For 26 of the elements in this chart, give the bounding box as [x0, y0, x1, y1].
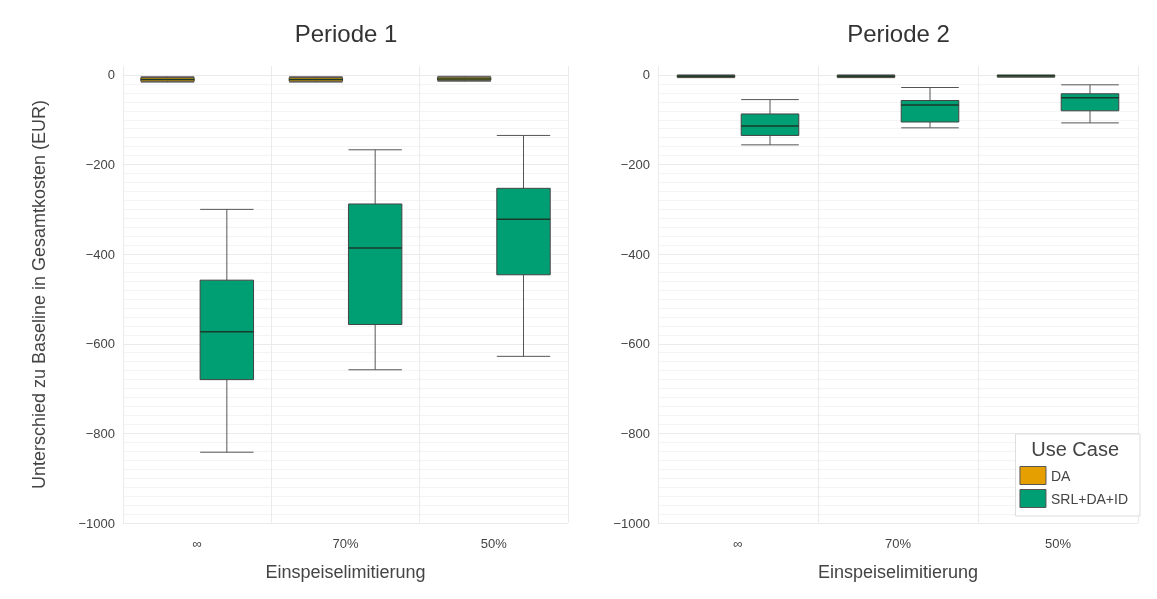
x-tick-label: 50%	[480, 536, 508, 551]
y-tick-label: −200	[620, 157, 650, 173]
y-tick-label: −800	[85, 425, 115, 441]
legend-label: SRL+DA+ID	[1050, 490, 1129, 507]
legend-title: Use Case	[1031, 438, 1119, 460]
y-tick-label: −600	[620, 336, 650, 352]
y-tick-label: −1000	[78, 515, 115, 531]
x-tick-label: 50%	[1044, 536, 1072, 551]
y-tick-label: −400	[85, 246, 115, 262]
x-tick-label: ∞	[733, 536, 743, 551]
chart-title: Periode 1	[294, 19, 398, 47]
y-tick-label: −1000	[613, 515, 650, 531]
legend-label: DA	[1050, 467, 1072, 484]
y-tick-label: −800	[620, 425, 650, 441]
y-tick-label: 0	[107, 67, 115, 83]
x-tick-label: 70%	[884, 536, 912, 551]
x-axis-title: Einspeiselimitierung	[817, 562, 979, 582]
chart-title: Periode 2	[847, 19, 950, 47]
x-tick-label: 70%	[332, 536, 359, 551]
x-axis-title: Einspeiselimitierung	[265, 562, 426, 582]
y-tick-label: −600	[85, 336, 115, 352]
y-tick-label: −200	[85, 157, 115, 173]
y-tick-label: −400	[620, 246, 650, 262]
y-axis-title: Unterschied zu Baseline in Gesamtkosten (EUR)	[29, 99, 49, 490]
y-tick-label: 0	[642, 67, 650, 83]
x-tick-label: ∞	[192, 536, 202, 551]
